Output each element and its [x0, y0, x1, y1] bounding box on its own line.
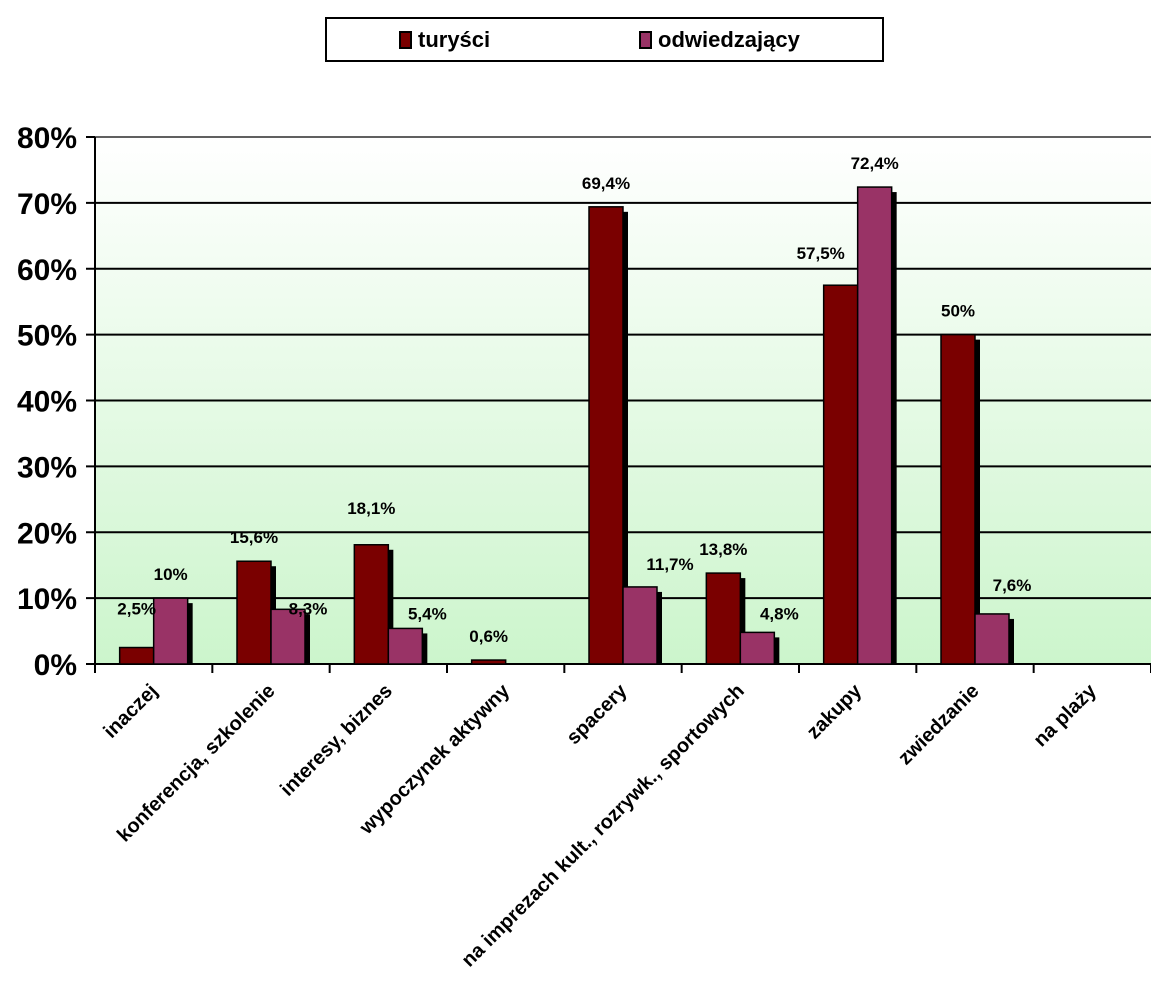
data-label: 13,8% — [699, 540, 747, 559]
y-tick-label: 10% — [17, 583, 77, 616]
data-label: 15,6% — [230, 528, 278, 547]
x-category-label: interesy, biznes — [276, 680, 397, 801]
legend-item-turysci: turyści — [399, 27, 490, 53]
bar-turysci — [470, 659, 507, 665]
data-label: 57,5% — [797, 244, 845, 263]
x-category-label: inaczej — [99, 680, 162, 743]
bar-turysci — [588, 206, 624, 665]
x-category-label: zakupy — [803, 679, 867, 743]
bar-turysci — [118, 646, 155, 665]
bar-odwiedzajacy — [387, 627, 424, 665]
bar-odwiedzajacy — [152, 597, 189, 665]
y-tick-label: 70% — [17, 188, 77, 221]
data-label: 4,8% — [760, 604, 799, 623]
legend-item-odwiedzajacy: odwiedzający — [639, 27, 800, 53]
y-tick-label: 30% — [17, 451, 77, 484]
bar-odwiedzajacy — [974, 613, 1010, 665]
legend-swatch-turysci — [399, 31, 412, 49]
data-label: 72,4% — [851, 154, 899, 173]
legend-label-turysci: turyści — [418, 27, 491, 52]
data-label: 0,6% — [469, 627, 508, 646]
y-tick-label: 40% — [17, 386, 77, 419]
bar-turysci — [822, 284, 859, 665]
y-tick-label: 0% — [34, 649, 77, 682]
chart-legend: turyści odwiedzający — [325, 17, 884, 62]
y-tick-label: 60% — [17, 254, 77, 287]
data-label: 69,4% — [582, 174, 630, 193]
bar-turysci — [353, 544, 390, 665]
y-tick-label: 50% — [17, 320, 77, 353]
data-label: 11,7% — [646, 555, 693, 574]
bar-odwiedzajacy — [270, 608, 306, 665]
bar-odwiedzajacy — [856, 186, 893, 665]
bar-odwiedzajacy — [739, 631, 776, 665]
x-category-label: zwiedzanie — [894, 680, 983, 769]
x-category-label: spacery — [563, 679, 633, 749]
bar-odwiedzajacy — [622, 586, 658, 665]
bar-turysci — [705, 572, 742, 665]
data-label: 8,3% — [289, 599, 328, 618]
legend-label-odwiedzajacy: odwiedzający — [658, 27, 800, 52]
data-label: 7,6% — [993, 576, 1032, 595]
legend-swatch-odwiedzajacy — [639, 31, 652, 49]
x-category-label: na plaży — [1030, 679, 1102, 751]
data-label: 50% — [941, 302, 975, 321]
y-tick-label: 80% — [17, 122, 77, 155]
bar-turysci — [940, 333, 976, 665]
data-label: 2,5% — [117, 600, 156, 619]
data-label: 5,4% — [408, 604, 447, 623]
data-label: 18,1% — [347, 499, 395, 518]
bar-turysci — [236, 560, 272, 665]
y-tick-label: 20% — [17, 517, 77, 550]
data-label: 10% — [154, 565, 188, 584]
